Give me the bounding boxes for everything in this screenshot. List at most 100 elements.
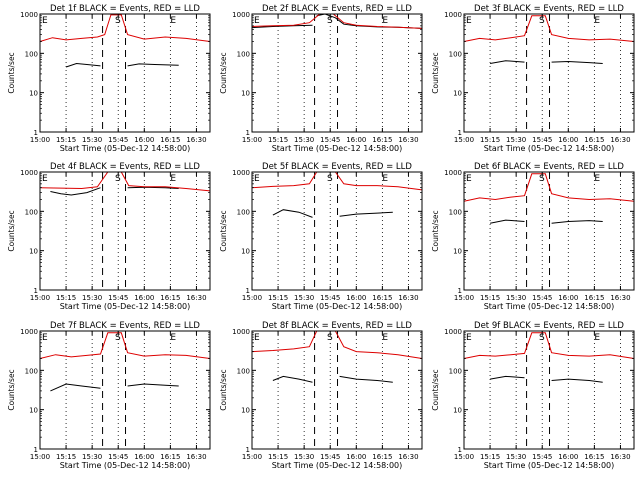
y-tick-label: 1: [34, 129, 38, 137]
marker-label: E: [466, 174, 472, 184]
y-axis-label: Counts/sec: [7, 369, 16, 410]
x-tick-label: 15:45: [320, 453, 340, 461]
x-tick-label: 16:00: [558, 136, 578, 144]
x-tick-label: 15:30: [506, 136, 526, 144]
plot-frame: [463, 330, 635, 450]
y-tick-label: 1000: [232, 11, 250, 19]
y-tick-label: 100: [449, 367, 462, 375]
y-tick-label: 1000: [20, 11, 38, 19]
marker-label: E: [42, 174, 48, 184]
panel-title: Det 6f BLACK = Events, RED = LLD: [474, 162, 624, 172]
plot-frame: [39, 330, 211, 450]
x-tick-label: 15:45: [108, 453, 128, 461]
panel-title: Det 3f BLACK = Events, RED = LLD: [474, 4, 624, 14]
marker-label: E: [42, 333, 48, 343]
plot-frame: [251, 330, 423, 450]
marker-label: E: [254, 16, 260, 26]
events-series-line: [490, 60, 525, 64]
y-tick-label: 1: [458, 129, 462, 137]
events-series-line: [490, 219, 525, 224]
x-tick-label: 15:00: [454, 453, 474, 461]
y-axis-label: Counts/sec: [431, 210, 440, 251]
x-tick-label: 16:00: [134, 294, 154, 302]
plot-frame: [463, 171, 635, 291]
x-tick-label: 15:15: [268, 453, 288, 461]
x-tick-label: 15:00: [30, 453, 50, 461]
x-tick-label: 16:00: [558, 453, 578, 461]
marker-label: E: [170, 174, 176, 184]
y-tick-label: 1000: [232, 169, 250, 177]
x-tick-label: 15:30: [294, 294, 314, 302]
x-tick-label: 16:30: [610, 453, 630, 461]
marker-label: S: [539, 333, 545, 343]
x-tick-label: 15:15: [480, 136, 500, 144]
x-axis-label: Start Time (05-Dec-12 14:58:00): [60, 461, 191, 470]
events-series-line: [127, 383, 179, 387]
marker-label: E: [594, 16, 600, 26]
x-tick-label: 15:45: [320, 136, 340, 144]
x-tick-label: 15:45: [532, 136, 552, 144]
y-axis-label: Counts/sec: [7, 52, 16, 93]
x-axis-label: Start Time (05-Dec-12 14:58:00): [60, 144, 191, 153]
events-series-line: [50, 187, 101, 196]
events-series-line: [272, 209, 313, 218]
marker-label: S: [115, 174, 121, 184]
x-tick-label: 16:15: [160, 294, 180, 302]
x-axis-label: Start Time (05-Dec-12 14:58:00): [272, 144, 403, 153]
marker-label: E: [382, 174, 388, 184]
marker-label: S: [115, 333, 121, 343]
y-tick-label: 100: [237, 50, 250, 58]
x-tick-label: 15:45: [108, 294, 128, 302]
x-tick-label: 16:30: [398, 453, 418, 461]
marker-label: S: [539, 16, 545, 26]
marker-label: S: [115, 16, 121, 26]
x-axis-label: Start Time (05-Dec-12 14:58:00): [484, 144, 615, 153]
x-tick-label: 15:00: [454, 136, 474, 144]
x-axis-label: Start Time (05-Dec-12 14:58:00): [484, 302, 615, 311]
x-tick-label: 16:30: [610, 294, 630, 302]
x-tick-label: 15:45: [532, 294, 552, 302]
lld-series-line: [251, 171, 423, 191]
y-tick-label: 1: [246, 129, 250, 137]
x-tick-label: 15:15: [56, 136, 76, 144]
x-tick-label: 15:00: [242, 453, 262, 461]
events-series-line: [490, 375, 525, 380]
events-series-line: [339, 375, 393, 383]
y-tick-label: 100: [449, 50, 462, 58]
marker-label: S: [539, 174, 545, 184]
panel-title: Det 5f BLACK = Events, RED = LLD: [262, 162, 412, 172]
x-tick-label: 15:00: [242, 294, 262, 302]
y-tick-label: 1: [458, 446, 462, 454]
y-axis-label: Counts/sec: [7, 210, 16, 251]
panel-title: Det 2f BLACK = Events, RED = LLD: [262, 4, 412, 14]
lld-series-line: [39, 14, 211, 42]
marker-label: E: [594, 174, 600, 184]
x-tick-label: 15:00: [454, 294, 474, 302]
x-tick-label: 15:00: [30, 136, 50, 144]
panel-title: Det 8f BLACK = Events, RED = LLD: [262, 321, 412, 331]
panel-title: Det 7f BLACK = Events, RED = LLD: [50, 321, 200, 331]
x-tick-label: 16:15: [372, 453, 392, 461]
y-tick-label: 1: [458, 287, 462, 295]
y-tick-label: 10: [241, 248, 250, 256]
x-tick-label: 16:15: [372, 294, 392, 302]
lld-series-line: [39, 171, 211, 192]
x-tick-label: 16:00: [346, 294, 366, 302]
x-tick-label: 16:00: [134, 453, 154, 461]
x-tick-label: 16:15: [584, 294, 604, 302]
x-tick-label: 15:15: [480, 294, 500, 302]
x-tick-label: 15:45: [108, 136, 128, 144]
x-tick-label: 15:30: [294, 453, 314, 461]
events-series-line: [551, 220, 603, 224]
y-tick-label: 1000: [20, 169, 38, 177]
y-tick-label: 1000: [444, 328, 462, 336]
y-tick-label: 10: [453, 248, 462, 256]
y-tick-label: 1000: [232, 328, 250, 336]
marker-label: E: [382, 333, 388, 343]
panel-title: Det 9f BLACK = Events, RED = LLD: [474, 321, 624, 331]
